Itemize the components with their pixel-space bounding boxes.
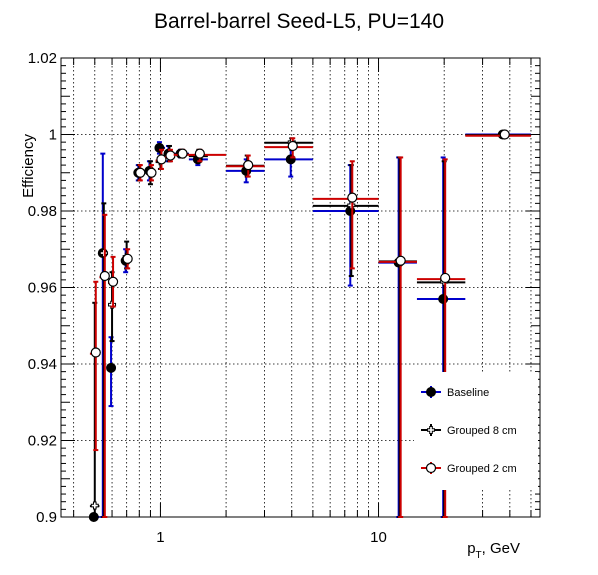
data-point-grouped-2cm [194,148,205,159]
data-series [88,129,531,522]
y-tick-label: 0.92 [28,433,57,450]
data-point-baseline [106,362,117,373]
y-tick-label: 1.02 [28,50,57,67]
y-tick-label: 0.96 [28,280,57,297]
data-point-baseline [426,387,436,397]
legend-label: Grouped 2 cm [447,463,517,475]
data-point-grouped-2cm [99,270,110,282]
y-tick-label: 0.98 [28,203,57,220]
x-axis-label-tail: , GeV [482,540,520,557]
data-point-grouped-8cm [427,426,435,434]
legend-label: Baseline [447,387,489,399]
x-axis-label-sub: T [476,550,482,561]
y-tick-label: 0.9 [36,509,57,526]
data-point-grouped-2cm [107,276,119,287]
data-point-grouped-2cm [177,148,188,159]
x-axis-label: pT, GeV [467,540,520,561]
open-cross-marker [90,501,99,510]
legend-label: Grouped 8 cm [447,425,517,437]
data-point-grouped-2cm [243,160,254,171]
open-cross-marker [427,426,435,434]
data-point-grouped-2cm [135,167,146,178]
data-point-grouped-2cm [90,347,101,358]
x-axis-label-main: p [467,540,475,557]
chart-title: Barrel-barrel Seed-L5, PU=140 [154,10,444,33]
data-point-grouped-2cm [395,255,406,266]
y-tick-label: 0.94 [28,356,57,373]
data-point-grouped-2cm [440,272,451,284]
data-point-grouped-2cm [499,129,510,140]
data-point-grouped-8cm [90,501,99,510]
data-point-grouped-2cm [287,140,298,152]
data-point-baseline [285,154,296,165]
data-point-grouped-2cm [122,253,133,264]
data-point-grouped-2cm [347,192,358,203]
y-tick-label: 1 [49,127,57,144]
legend: Baseline Grouped 8 cm Grouped 2 cm [414,372,538,490]
data-point-grouped-2cm [165,150,176,161]
series-grouped-2-cm [89,129,531,518]
x-tick-label: 1 [156,529,164,546]
data-point-grouped-2cm [425,462,437,474]
grid [61,57,540,518]
x-tick-label: 10 [370,529,387,546]
y-axis-label: Efficiency [20,134,37,198]
data-point-grouped-2cm [146,167,157,178]
data-point-grouped-2cm [156,154,167,165]
axes: 1 10 0.9 0.92 0.94 0.96 0.98 1 1.02 [28,50,540,546]
